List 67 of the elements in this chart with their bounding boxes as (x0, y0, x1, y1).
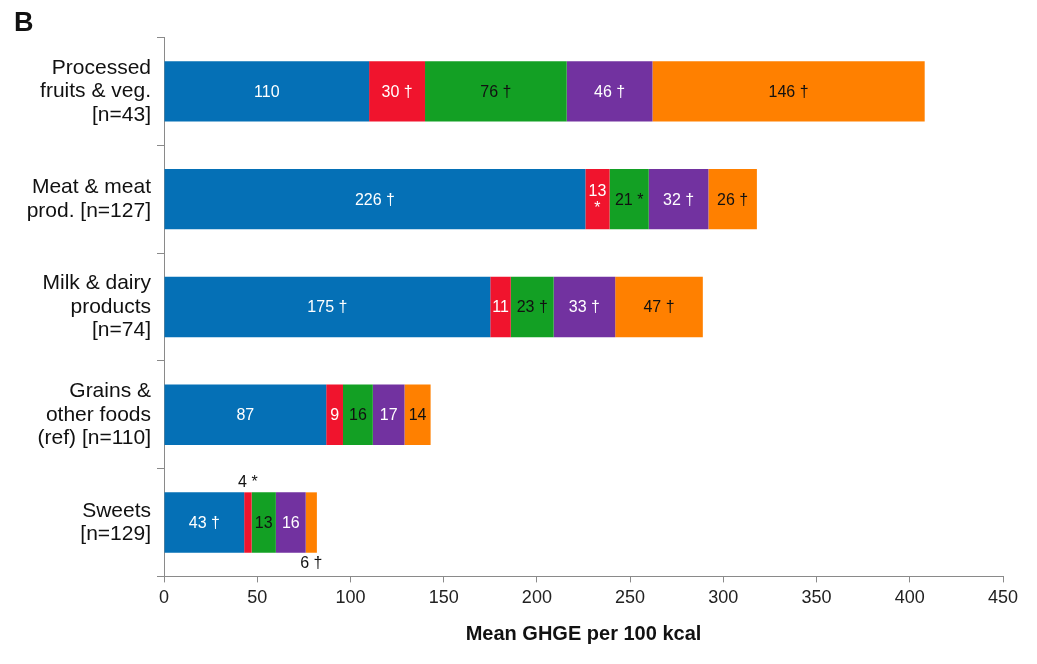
bar (615, 276, 703, 338)
bar (369, 61, 426, 122)
x-tick-label: 50 (247, 587, 268, 608)
data-label: 32 † (663, 190, 695, 208)
y-tick-label: Processed fruits & veg. [n=43] (40, 54, 151, 125)
y-tick-label: Sweets [n=129] (80, 497, 151, 545)
data-label: 226 † (354, 190, 395, 208)
data-label: 43 † (188, 513, 220, 531)
bar (490, 276, 511, 338)
data-label: 23 † (516, 298, 548, 316)
bar (326, 384, 343, 445)
y-tick-label: Meat & meat prod. [n=127] (26, 174, 152, 221)
chart-title: B (14, 6, 34, 37)
y-tick-label: Grains & other foods (ref) [n=110] (37, 378, 151, 449)
bar (164, 384, 327, 445)
bar (164, 169, 586, 230)
x-tick-label: 150 (428, 587, 459, 608)
bar (609, 169, 649, 230)
data-label: 46 † (594, 82, 626, 100)
data-label: 6 † (300, 554, 323, 572)
bar (553, 276, 616, 338)
bar (425, 61, 567, 122)
x-tick-label: 450 (987, 587, 1019, 608)
data-label: 76 † (480, 82, 512, 100)
x-tick-label: 0 (158, 587, 170, 608)
data-label: 30 † (381, 82, 413, 100)
bar (648, 169, 709, 230)
data-label: 17 (379, 406, 398, 424)
data-label: 13 * (588, 182, 607, 217)
bar (342, 384, 373, 445)
data-label: 146 † (768, 82, 809, 100)
x-tick-label: 300 (708, 587, 739, 608)
x-axis-title: Mean GHGE per 100 kcal (465, 621, 702, 644)
bar (372, 384, 405, 445)
x-tick-label: 100 (335, 587, 366, 608)
bar (305, 492, 317, 553)
y-tick-label: Milk & dairy products [n=74] (42, 270, 152, 341)
bar (275, 492, 306, 553)
bar (585, 169, 610, 230)
bar (164, 276, 491, 338)
bar (652, 61, 925, 122)
data-label: 9 (330, 406, 340, 424)
data-label: 16 (281, 513, 300, 531)
bar (251, 492, 276, 553)
data-label: 47 † (643, 298, 675, 316)
bar (510, 276, 554, 338)
data-label: 175 † (307, 298, 348, 316)
x-tick-label: 250 (615, 587, 646, 608)
bar (164, 61, 370, 122)
x-tick-label: 400 (894, 587, 925, 608)
data-label: 11 (492, 298, 509, 316)
data-label: 26 † (717, 190, 749, 208)
bar (164, 492, 245, 553)
x-tick-label: 200 (521, 587, 552, 608)
data-label: 110 (254, 82, 280, 100)
bar (244, 492, 252, 553)
data-label: 33 † (568, 298, 600, 316)
bar (404, 384, 431, 445)
data-label: 21 * (614, 190, 644, 208)
data-label: 4 * (238, 472, 258, 490)
data-label: 14 (408, 406, 427, 424)
data-label: 16 (349, 406, 367, 424)
x-tick-label: 350 (801, 587, 832, 608)
bar (708, 169, 757, 230)
data-label: 13 (254, 513, 273, 531)
data-label: 87 (236, 406, 255, 424)
bar (566, 61, 653, 122)
